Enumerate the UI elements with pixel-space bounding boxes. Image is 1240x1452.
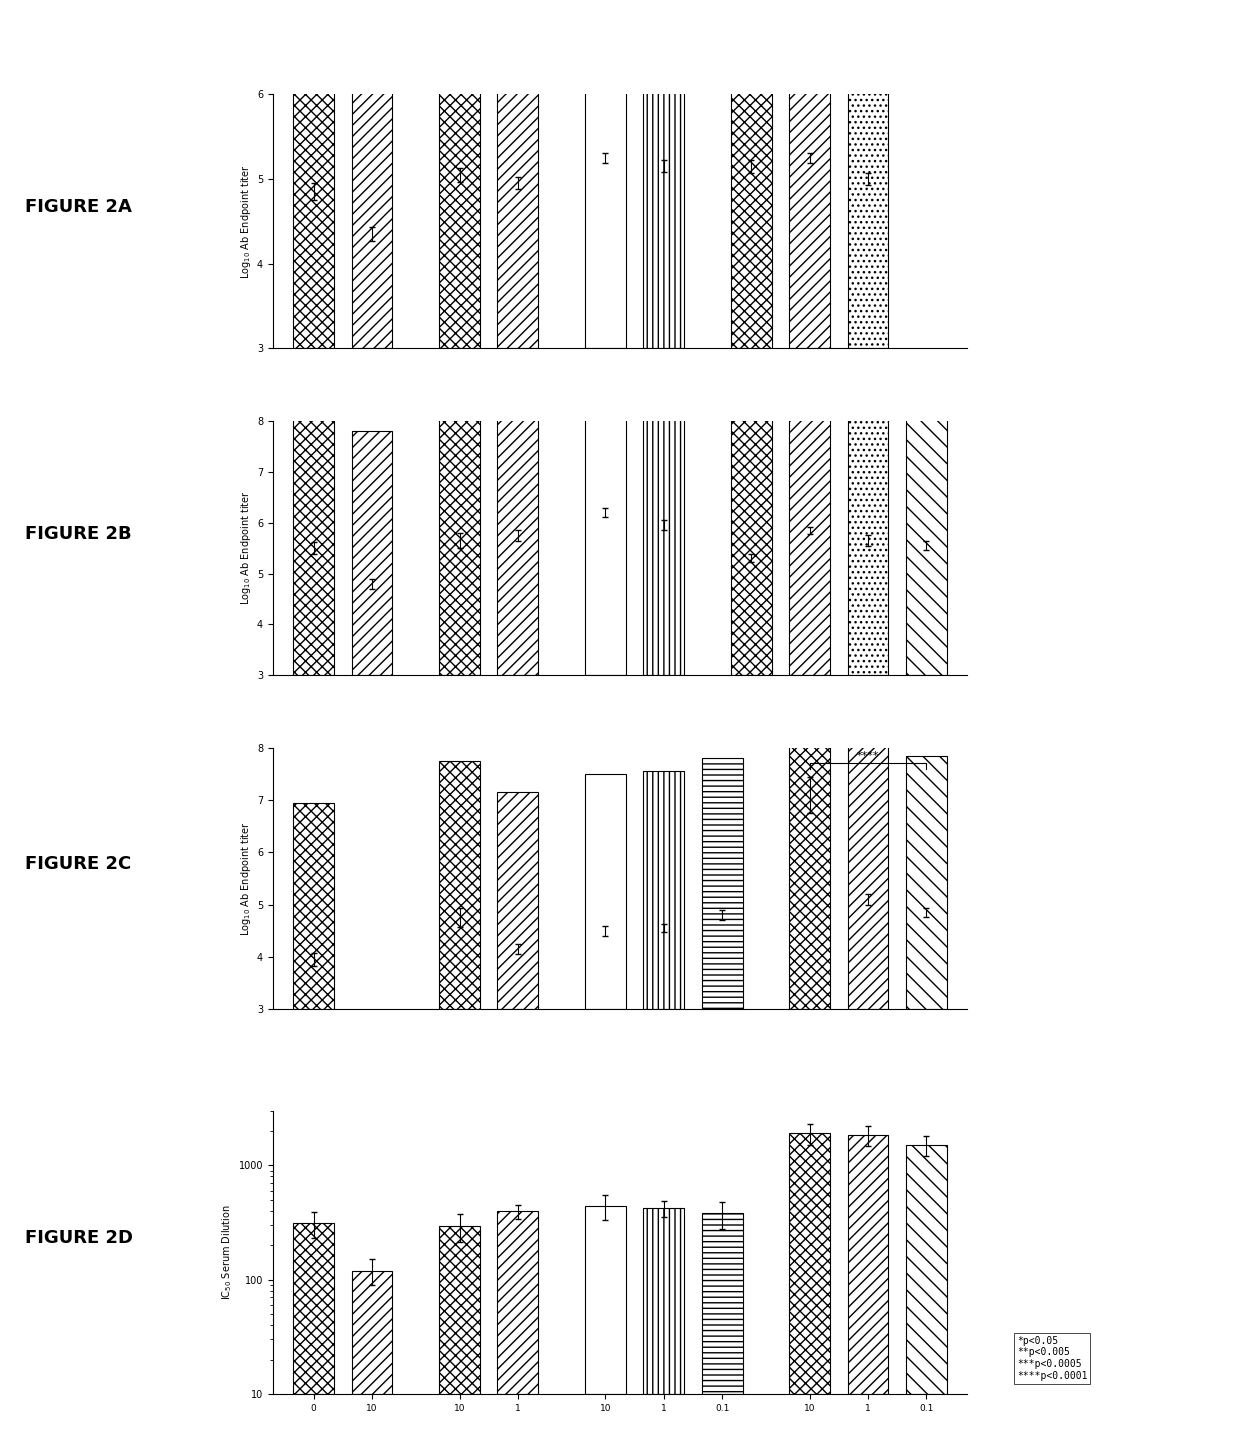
Text: ****: **** — [857, 751, 879, 761]
Bar — [730, 407, 771, 675]
Bar — [644, 771, 684, 1009]
Bar — [789, 637, 830, 1009]
Text: FIGURE 2D: FIGURE 2D — [25, 1228, 133, 1247]
Bar — [293, 803, 334, 1009]
Bar — [702, 758, 743, 1009]
Bar — [293, 0, 334, 348]
Bar — [585, 1207, 626, 1394]
Bar — [497, 1211, 538, 1394]
Bar — [585, 360, 626, 675]
Bar — [702, 1214, 743, 1394]
Bar — [906, 1146, 947, 1394]
Bar — [585, 0, 626, 348]
Bar — [848, 0, 888, 348]
Bar — [789, 0, 830, 348]
Text: FIGURE 2B: FIGURE 2B — [25, 524, 131, 543]
Bar — [497, 0, 538, 348]
Bar — [644, 373, 684, 675]
Bar — [293, 396, 334, 675]
Bar — [439, 761, 480, 1009]
Bar — [293, 1224, 334, 1394]
Text: *p<0.05
**p<0.005
***p<0.0005
****p<0.0001: *p<0.05 **p<0.005 ***p<0.0005 ****p<0.00… — [1017, 1336, 1087, 1381]
Bar — [848, 742, 888, 1009]
Bar — [730, 0, 771, 348]
Bar — [352, 1270, 392, 1394]
Bar — [439, 1225, 480, 1394]
Bar — [497, 383, 538, 675]
Bar — [848, 1135, 888, 1394]
Bar — [906, 755, 947, 1009]
Bar — [352, 0, 392, 348]
Bar — [439, 388, 480, 675]
Y-axis label: Log$_{10}$ Ab Endpoint titer: Log$_{10}$ Ab Endpoint titer — [238, 822, 253, 935]
Bar — [352, 431, 392, 675]
Bar — [789, 378, 830, 675]
Bar — [585, 774, 626, 1009]
Bar — [644, 0, 684, 348]
Bar — [848, 388, 888, 675]
Text: FIGURE 2A: FIGURE 2A — [25, 197, 131, 216]
Bar — [644, 1208, 684, 1394]
Bar — [439, 0, 480, 348]
Bar — [497, 793, 538, 1009]
Y-axis label: Log$_{10}$ Ab Endpoint titer: Log$_{10}$ Ab Endpoint titer — [238, 164, 253, 279]
Y-axis label: Log$_{10}$ Ab Endpoint titer: Log$_{10}$ Ab Endpoint titer — [238, 491, 253, 605]
Bar — [906, 393, 947, 675]
Text: FIGURE 2C: FIGURE 2C — [25, 855, 131, 873]
Y-axis label: IC$_{50}$ Serum Dilution: IC$_{50}$ Serum Dilution — [221, 1205, 234, 1300]
Bar — [789, 1134, 830, 1394]
